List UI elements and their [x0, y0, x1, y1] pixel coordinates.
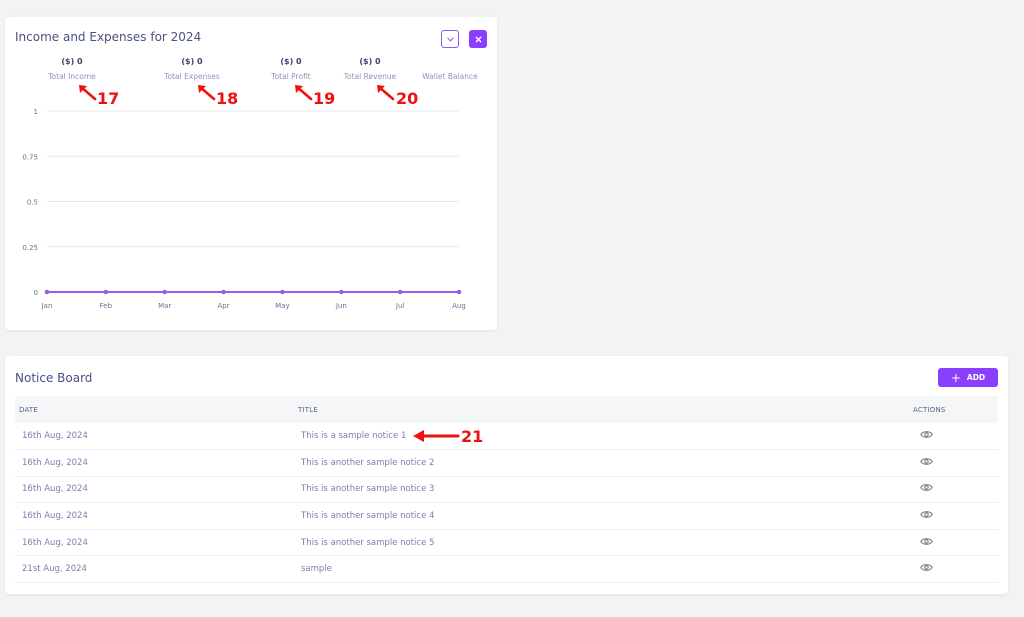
income-card-title: Income and Expenses for 2024	[15, 30, 202, 44]
summary-value: ($) 0	[61, 57, 83, 66]
summary-label: Wallet Balance	[422, 72, 478, 81]
eye-icon[interactable]	[920, 430, 933, 442]
income-expenses-chart: 0 0.25 0.5 0.75 1 Jan Feb Mar Apr May Jun Jul Aug	[22, 108, 466, 310]
column-header-date: DATE	[15, 396, 298, 423]
notice-date: 16th Aug, 2024	[15, 423, 298, 451]
notice-title: This is another sample notice 2	[298, 449, 838, 477]
summary-total-revenue: ($) 0 Total Revenue	[325, 57, 415, 81]
callout-label: 19	[313, 89, 336, 108]
notice-date: 16th Aug, 2024	[15, 529, 298, 557]
notice-actions	[838, 555, 998, 584]
collapse-button[interactable]	[441, 30, 459, 48]
notice-title: This is another sample notice 3	[298, 476, 838, 504]
y-tick-label: 0	[34, 289, 38, 297]
callout-arrow-icon	[377, 85, 395, 101]
data-point	[456, 289, 462, 295]
summary-label: Total Income	[48, 72, 96, 81]
notice-date: 21st Aug, 2024	[15, 555, 298, 584]
callout-arrow-icon	[79, 85, 97, 101]
notice-title: This is another sample notice 4	[298, 502, 838, 530]
table-row: 16th Aug, 2024 This is another sample not…	[15, 449, 998, 477]
data-point	[397, 289, 403, 295]
x-tick-label: May	[275, 302, 289, 310]
callout-label: 20	[396, 89, 419, 108]
summary-value: ($) 0	[359, 57, 381, 66]
callout-label: 18	[216, 89, 239, 108]
data-point	[103, 289, 109, 295]
data-point	[338, 289, 344, 295]
data-point	[44, 289, 50, 295]
notice-title: This is a sample notice 1	[298, 423, 838, 451]
table-header-row: DATE TITLE ACTIONS	[15, 396, 998, 423]
x-tick-label: Jul	[395, 302, 405, 310]
close-button[interactable]	[469, 30, 487, 48]
callout-label: 17	[97, 89, 120, 108]
notice-actions	[838, 449, 998, 477]
summary-wallet-balance: Wallet Balance	[405, 57, 495, 81]
summary-value: ($) 0	[181, 57, 203, 66]
data-point	[162, 289, 168, 295]
y-tick-label: 0.5	[27, 199, 38, 207]
x-tick-label: Apr	[218, 302, 230, 310]
summary-value: ($) 0	[280, 57, 302, 66]
data-point	[221, 289, 226, 295]
eye-icon[interactable]	[920, 510, 933, 522]
summary-total-profit: ($) 0 Total Profit	[246, 57, 336, 81]
plus-icon: +	[950, 370, 961, 385]
notice-board-title: Notice Board	[15, 371, 93, 385]
summary-total-expenses: ($) 0 Total Expenses	[147, 57, 237, 81]
eye-icon[interactable]	[920, 457, 933, 469]
notice-title: This is another sample notice 5	[298, 529, 838, 557]
summary-label: Total Expenses	[164, 72, 220, 81]
chevron-down-icon	[446, 37, 454, 41]
callout-label: 21	[461, 427, 484, 446]
x-tick-label: Jun	[335, 302, 347, 310]
table-row: 21st Aug, 2024 sample	[15, 555, 998, 584]
notice-actions	[838, 502, 998, 530]
column-header-actions: ACTIONS	[838, 396, 998, 423]
column-header-title: TITLE	[298, 396, 838, 423]
summary-label: Total Revenue	[343, 72, 397, 81]
summary-total-income: ($) 0 Total Income	[27, 57, 117, 81]
eye-icon[interactable]	[920, 537, 933, 549]
notice-board-card: Notice Board + ADD DATE TITLE ACTIONS 16…	[5, 356, 1008, 594]
notice-title: sample	[298, 555, 838, 584]
x-tick-label: Jan	[41, 302, 53, 310]
notice-date: 16th Aug, 2024	[15, 476, 298, 504]
add-button-label: ADD	[966, 373, 986, 382]
notice-actions	[838, 423, 998, 451]
x-tick-label: Mar	[158, 302, 171, 310]
eye-icon[interactable]	[920, 563, 933, 575]
data-point	[280, 289, 285, 295]
x-tick-label: Aug	[452, 302, 466, 310]
eye-icon[interactable]	[920, 483, 933, 495]
notice-actions	[838, 529, 998, 557]
income-expenses-card: Income and Expenses for 2024 ($) 0 Total…	[5, 17, 497, 330]
callout-arrow-icon	[413, 430, 460, 442]
close-icon	[475, 36, 481, 42]
y-tick-label: 0.75	[22, 153, 38, 161]
notice-date: 16th Aug, 2024	[15, 449, 298, 477]
y-tick-label: 0.25	[22, 244, 38, 252]
add-notice-button[interactable]: + ADD	[938, 368, 998, 387]
notice-actions	[838, 476, 998, 504]
table-row: 16th Aug, 2024 This is another sample not…	[15, 476, 998, 504]
callout-arrow-icon	[198, 85, 216, 101]
y-tick-label: 1	[34, 108, 38, 116]
notice-table: DATE TITLE ACTIONS 16th Aug, 2024 This is…	[15, 396, 998, 584]
x-tick-label: Feb	[100, 302, 113, 310]
table-row: 16th Aug, 2024 This is a sample notice 1	[15, 423, 998, 451]
summary-label: Total Profit	[271, 72, 311, 81]
table-row: 16th Aug, 2024 This is another sample not…	[15, 502, 998, 530]
table-row: 16th Aug, 2024 This is another sample not…	[15, 529, 998, 557]
notice-date: 16th Aug, 2024	[15, 502, 298, 530]
callout-arrow-icon	[295, 85, 313, 101]
